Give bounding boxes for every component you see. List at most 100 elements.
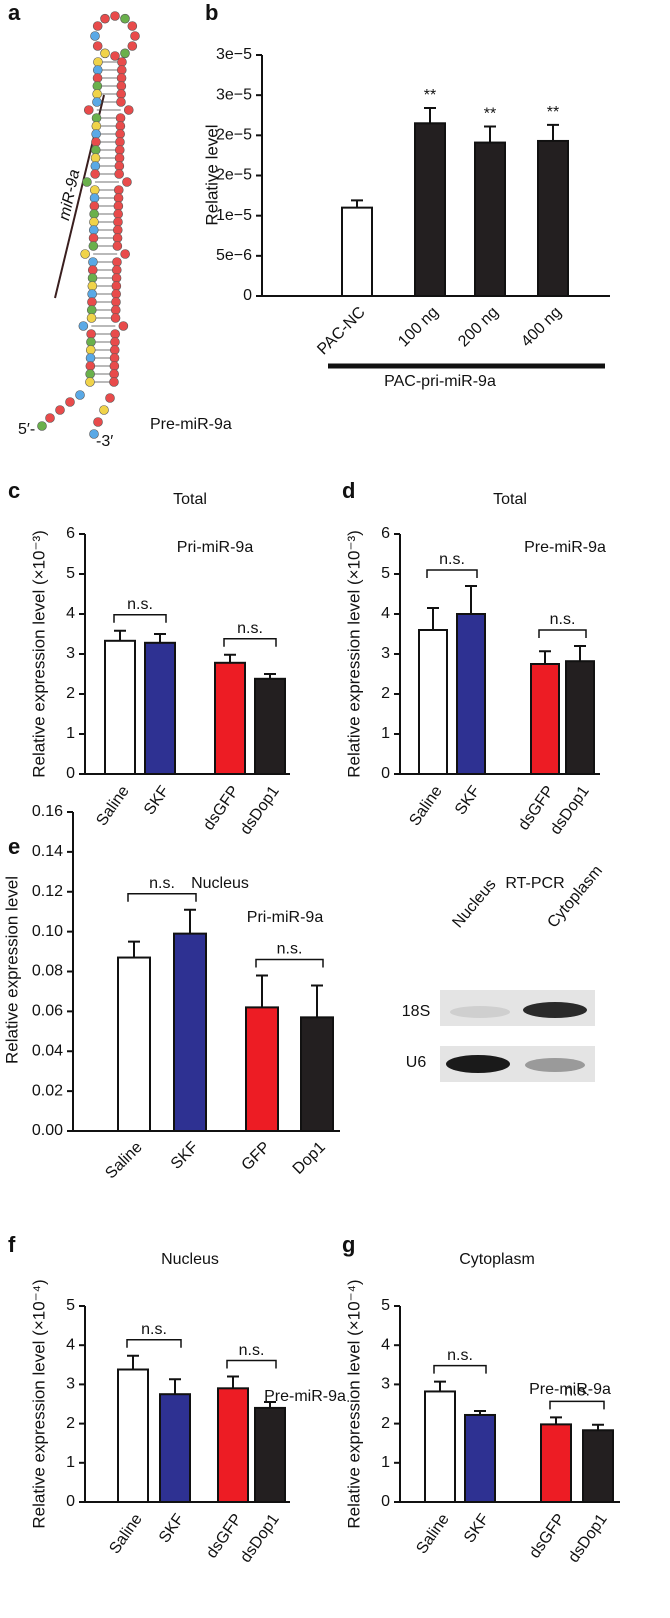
x-tick-label: SKF — [461, 1511, 493, 1546]
inset-column: Cytoplasm — [544, 862, 606, 931]
error-bar — [427, 607, 439, 630]
x-tick-label: 100 ng — [395, 304, 442, 351]
bar — [254, 1406, 286, 1504]
bar — [537, 139, 569, 297]
panel-letter: f — [8, 1232, 16, 1257]
nucleotide — [85, 361, 96, 371]
chart-title: Cytoplasm — [459, 1251, 535, 1268]
bar — [540, 1423, 572, 1504]
bar — [117, 1368, 149, 1504]
x-tick-label: PAC-NC — [314, 304, 369, 359]
bar — [474, 141, 506, 297]
nucleotide — [88, 241, 99, 251]
x-tick-label: SKF — [168, 1139, 202, 1173]
y-tick-label: 0.10 — [32, 923, 63, 940]
nucleotide — [120, 48, 130, 59]
nucleotide — [100, 13, 110, 24]
nucleotide — [127, 41, 138, 51]
error-bar — [127, 1354, 139, 1370]
nucleotide — [55, 405, 65, 415]
nucleotide — [90, 169, 100, 179]
nucleotide — [109, 353, 120, 363]
nucleotide — [116, 89, 126, 99]
x-tick-label: dsDop1 — [237, 783, 283, 838]
nucleotide — [130, 31, 140, 41]
y-tick-label: 0.12 — [32, 883, 63, 900]
y-tick-label: 0 — [381, 1493, 390, 1510]
y-tick-label: 3 — [381, 645, 390, 662]
x-tick-label: 400 ng — [518, 304, 565, 351]
error-bar — [114, 629, 126, 641]
y-tick-label: 0.00 — [32, 1122, 63, 1139]
x-tick-label: SKF — [452, 783, 484, 818]
error-bar — [574, 645, 586, 662]
y-tick-label: 5 — [66, 1297, 75, 1314]
group-label: PAC-pri-miR-9a — [384, 373, 496, 390]
y-tick-label: 0 — [66, 765, 75, 782]
nucleotide — [110, 11, 120, 21]
nucleotide — [91, 121, 102, 131]
panel-letter: a — [8, 0, 21, 25]
error-bar — [351, 199, 363, 208]
nucleotide — [92, 89, 102, 99]
inset-row: U6 — [406, 1054, 427, 1071]
bracket — [127, 892, 197, 902]
nucleotide — [118, 321, 129, 331]
panel-letter: c — [8, 478, 20, 503]
y-tick-label: 3 — [66, 645, 75, 662]
y-tick-label: 3 — [381, 1376, 390, 1393]
error-bar — [264, 673, 276, 679]
y-axis-label: Relative expression level (×10⁻⁴) — [344, 1279, 363, 1528]
nucleotide — [110, 51, 120, 61]
significance: ** — [547, 104, 559, 121]
x-tick-label: Saline — [106, 1511, 146, 1557]
y-tick-label: 2 — [381, 685, 390, 702]
x-tick-label: SKF — [141, 783, 173, 818]
y-tick-label: 1 — [381, 1454, 390, 1471]
chart-title: Total — [493, 491, 527, 508]
gel-band — [525, 1058, 585, 1072]
bar — [144, 641, 176, 775]
nucleotide — [88, 257, 98, 267]
nucleotide — [87, 281, 98, 291]
nucleotide — [89, 217, 99, 227]
nucleotide — [111, 289, 121, 299]
y-tick-label: 5 — [381, 1297, 390, 1314]
bracket-label: n.s. — [439, 551, 465, 568]
bracket-label: n.s. — [277, 941, 303, 958]
x-tick-label: Saline — [413, 1511, 453, 1557]
y-tick-label: 0.04 — [32, 1042, 63, 1059]
bracket — [549, 1400, 605, 1410]
y-tick-label: 2 — [381, 1415, 390, 1432]
nucleotide — [92, 73, 103, 83]
panel-letter: g — [342, 1232, 355, 1257]
nucleotide — [86, 337, 96, 347]
inset-column: Nucleus — [449, 876, 499, 931]
y-tick-label: 6 — [381, 525, 390, 542]
nucleotide — [93, 417, 103, 427]
nucleotide — [92, 65, 103, 75]
y-tick-label: 2e−5 — [216, 167, 252, 184]
y-tick-label: 2 — [66, 1415, 75, 1432]
nucleotide — [87, 273, 98, 283]
nucleotide — [89, 201, 100, 211]
y-tick-label: 2 — [66, 685, 75, 702]
nucleotide — [85, 353, 96, 363]
nucleotide — [82, 177, 92, 187]
error-bar — [539, 650, 551, 664]
error-bar — [154, 633, 166, 643]
x-tick-label: Saline — [102, 1139, 146, 1183]
nucleotide — [85, 377, 95, 387]
nucleotide — [127, 21, 138, 31]
nucleotide — [89, 429, 99, 439]
y-tick-label: 3e−5 — [216, 46, 252, 63]
nucleotide — [113, 209, 123, 219]
error-bar — [184, 908, 196, 934]
y-tick-label: 5 — [381, 565, 390, 582]
structure-name: Pre-miR-9a — [150, 416, 232, 433]
error-bar — [227, 1375, 239, 1389]
nucleotide — [120, 13, 130, 24]
bar — [117, 956, 151, 1133]
nucleotide — [115, 137, 125, 147]
five-prime: 5′- — [18, 421, 35, 438]
